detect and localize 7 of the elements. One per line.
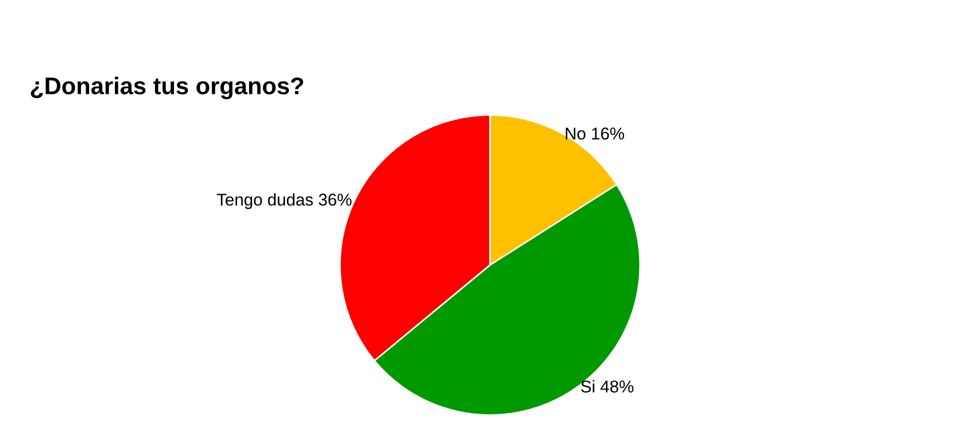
data-label: 48% bbox=[600, 380, 634, 393]
data-label: 16% bbox=[592, 128, 624, 140]
slice-label: Tengo dudas bbox=[216, 193, 313, 210]
slice-label: Si bbox=[581, 380, 594, 393]
chart-title: ¿Donarias tus organos? bbox=[30, 76, 304, 100]
slice-label: No bbox=[566, 128, 586, 140]
data-label: 36% bbox=[318, 194, 352, 206]
